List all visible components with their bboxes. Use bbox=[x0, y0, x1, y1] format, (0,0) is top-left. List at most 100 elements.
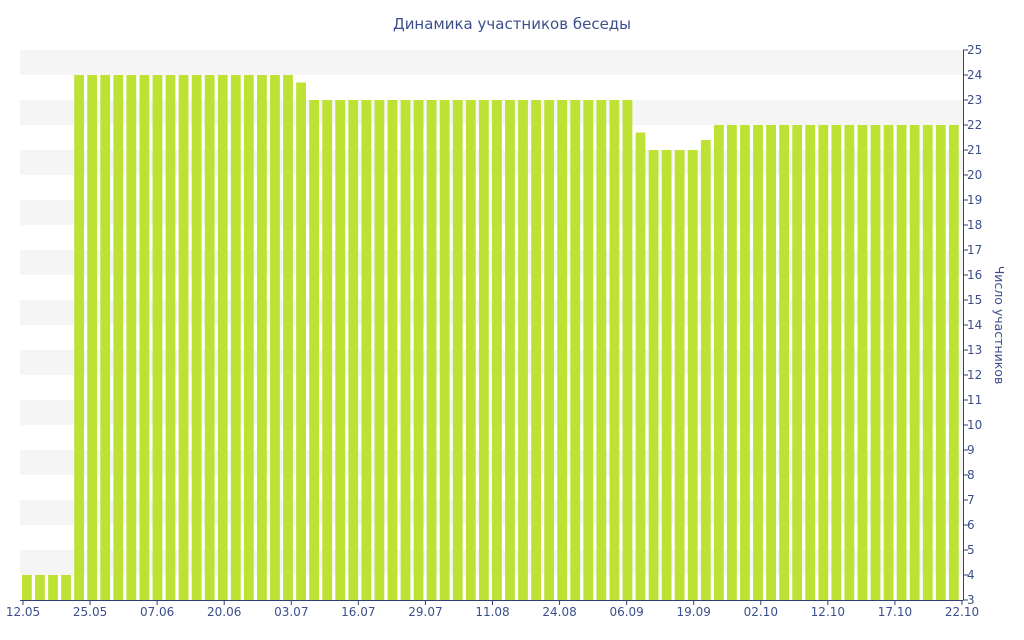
bar[interactable] bbox=[648, 150, 659, 600]
bar[interactable] bbox=[492, 100, 502, 600]
bar[interactable] bbox=[870, 125, 881, 600]
y-tick-label: 4 bbox=[967, 568, 975, 582]
x-tick-label: 24.08 bbox=[542, 605, 576, 619]
bar[interactable] bbox=[505, 100, 515, 600]
bar[interactable] bbox=[596, 100, 607, 600]
y-tick-label: 19 bbox=[967, 193, 982, 207]
bar[interactable] bbox=[348, 100, 359, 600]
bar[interactable] bbox=[243, 75, 254, 600]
bar[interactable] bbox=[831, 125, 842, 600]
bar[interactable] bbox=[922, 125, 933, 600]
x-tick-label: 02.10 bbox=[744, 605, 778, 619]
bar[interactable] bbox=[257, 75, 267, 600]
bar[interactable] bbox=[935, 125, 946, 600]
bar[interactable] bbox=[22, 575, 32, 600]
bar[interactable] bbox=[844, 125, 855, 600]
y-tick-label: 17 bbox=[967, 243, 982, 257]
bar[interactable] bbox=[48, 575, 58, 600]
y-tick-label: 8 bbox=[967, 468, 975, 482]
bar[interactable] bbox=[727, 125, 737, 600]
bar[interactable] bbox=[609, 100, 620, 600]
bar[interactable] bbox=[805, 125, 816, 600]
bar[interactable] bbox=[544, 100, 555, 600]
y-tick-label: 13 bbox=[967, 343, 982, 357]
bar[interactable] bbox=[452, 100, 463, 600]
bar[interactable] bbox=[152, 75, 163, 600]
bar[interactable] bbox=[61, 575, 71, 600]
y-tick-label: 11 bbox=[967, 393, 982, 407]
bar[interactable] bbox=[948, 125, 959, 600]
y-tick-label: 16 bbox=[967, 268, 982, 282]
x-tick-label: 06.09 bbox=[609, 605, 643, 619]
bar[interactable] bbox=[217, 75, 228, 600]
bar[interactable] bbox=[478, 100, 489, 600]
y-tick-label: 6 bbox=[967, 518, 975, 532]
bars bbox=[22, 75, 959, 600]
bar[interactable] bbox=[779, 125, 790, 600]
bar[interactable] bbox=[322, 100, 333, 600]
grid-band bbox=[20, 50, 963, 75]
bar[interactable] bbox=[191, 75, 202, 600]
bar[interactable] bbox=[439, 100, 450, 600]
y-tick-label: 22 bbox=[967, 118, 982, 132]
bar[interactable] bbox=[139, 75, 150, 600]
bar[interactable] bbox=[674, 150, 685, 600]
y-tick-label: 15 bbox=[967, 293, 982, 307]
bar[interactable] bbox=[531, 100, 541, 600]
bar[interactable] bbox=[87, 75, 98, 600]
y-tick-label: 21 bbox=[967, 143, 982, 157]
bar[interactable] bbox=[113, 75, 124, 600]
bar[interactable] bbox=[413, 100, 424, 600]
bar[interactable] bbox=[35, 575, 45, 600]
bar[interactable] bbox=[766, 125, 776, 600]
bar[interactable] bbox=[687, 150, 698, 600]
bar[interactable] bbox=[270, 75, 280, 600]
bar[interactable] bbox=[792, 125, 803, 600]
bar[interactable] bbox=[635, 132, 646, 601]
bar[interactable] bbox=[387, 100, 398, 600]
bar[interactable] bbox=[857, 125, 868, 600]
y-tick-label: 18 bbox=[967, 218, 982, 232]
bar[interactable] bbox=[883, 125, 894, 600]
bar[interactable] bbox=[753, 125, 763, 600]
bar[interactable] bbox=[74, 75, 85, 600]
y-tick-label: 24 bbox=[967, 68, 982, 82]
bar[interactable] bbox=[426, 100, 437, 600]
bar[interactable] bbox=[700, 140, 711, 600]
bar[interactable] bbox=[361, 100, 372, 600]
bar[interactable] bbox=[400, 100, 411, 600]
bar[interactable] bbox=[126, 75, 137, 600]
bar[interactable] bbox=[622, 100, 633, 600]
bar[interactable] bbox=[178, 75, 189, 600]
y-tick-label: 3 bbox=[967, 593, 975, 607]
y-tick-label: 5 bbox=[967, 543, 975, 557]
x-tick-label: 20.06 bbox=[207, 605, 241, 619]
bar[interactable] bbox=[713, 125, 724, 600]
bar[interactable] bbox=[570, 100, 581, 600]
bar[interactable] bbox=[583, 100, 594, 600]
bar[interactable] bbox=[296, 82, 306, 601]
bar[interactable] bbox=[165, 75, 176, 600]
y-tick-label: 23 bbox=[967, 93, 982, 107]
bar[interactable] bbox=[309, 100, 320, 600]
bar[interactable] bbox=[896, 125, 907, 600]
bar[interactable] bbox=[465, 100, 476, 600]
bar[interactable] bbox=[909, 125, 920, 600]
x-tick-label: 22.10 bbox=[945, 605, 979, 619]
bar[interactable] bbox=[335, 100, 346, 600]
y-tick-label: 7 bbox=[967, 493, 975, 507]
bar[interactable] bbox=[661, 150, 672, 600]
bar[interactable] bbox=[818, 125, 829, 600]
bar[interactable] bbox=[230, 75, 241, 600]
bar[interactable] bbox=[374, 100, 385, 600]
bar[interactable] bbox=[100, 75, 111, 600]
y-tick-label: 25 bbox=[967, 43, 982, 57]
bar[interactable] bbox=[204, 75, 215, 600]
bar[interactable] bbox=[518, 100, 528, 600]
bar[interactable] bbox=[740, 125, 750, 600]
x-ticks: 12.05 25.05 07.06 20.06 03.07 16.07 29.07 11.08… bbox=[6, 600, 979, 619]
bar[interactable] bbox=[283, 75, 293, 600]
x-tick-label: 12.05 bbox=[6, 605, 40, 619]
bar[interactable] bbox=[557, 100, 568, 600]
